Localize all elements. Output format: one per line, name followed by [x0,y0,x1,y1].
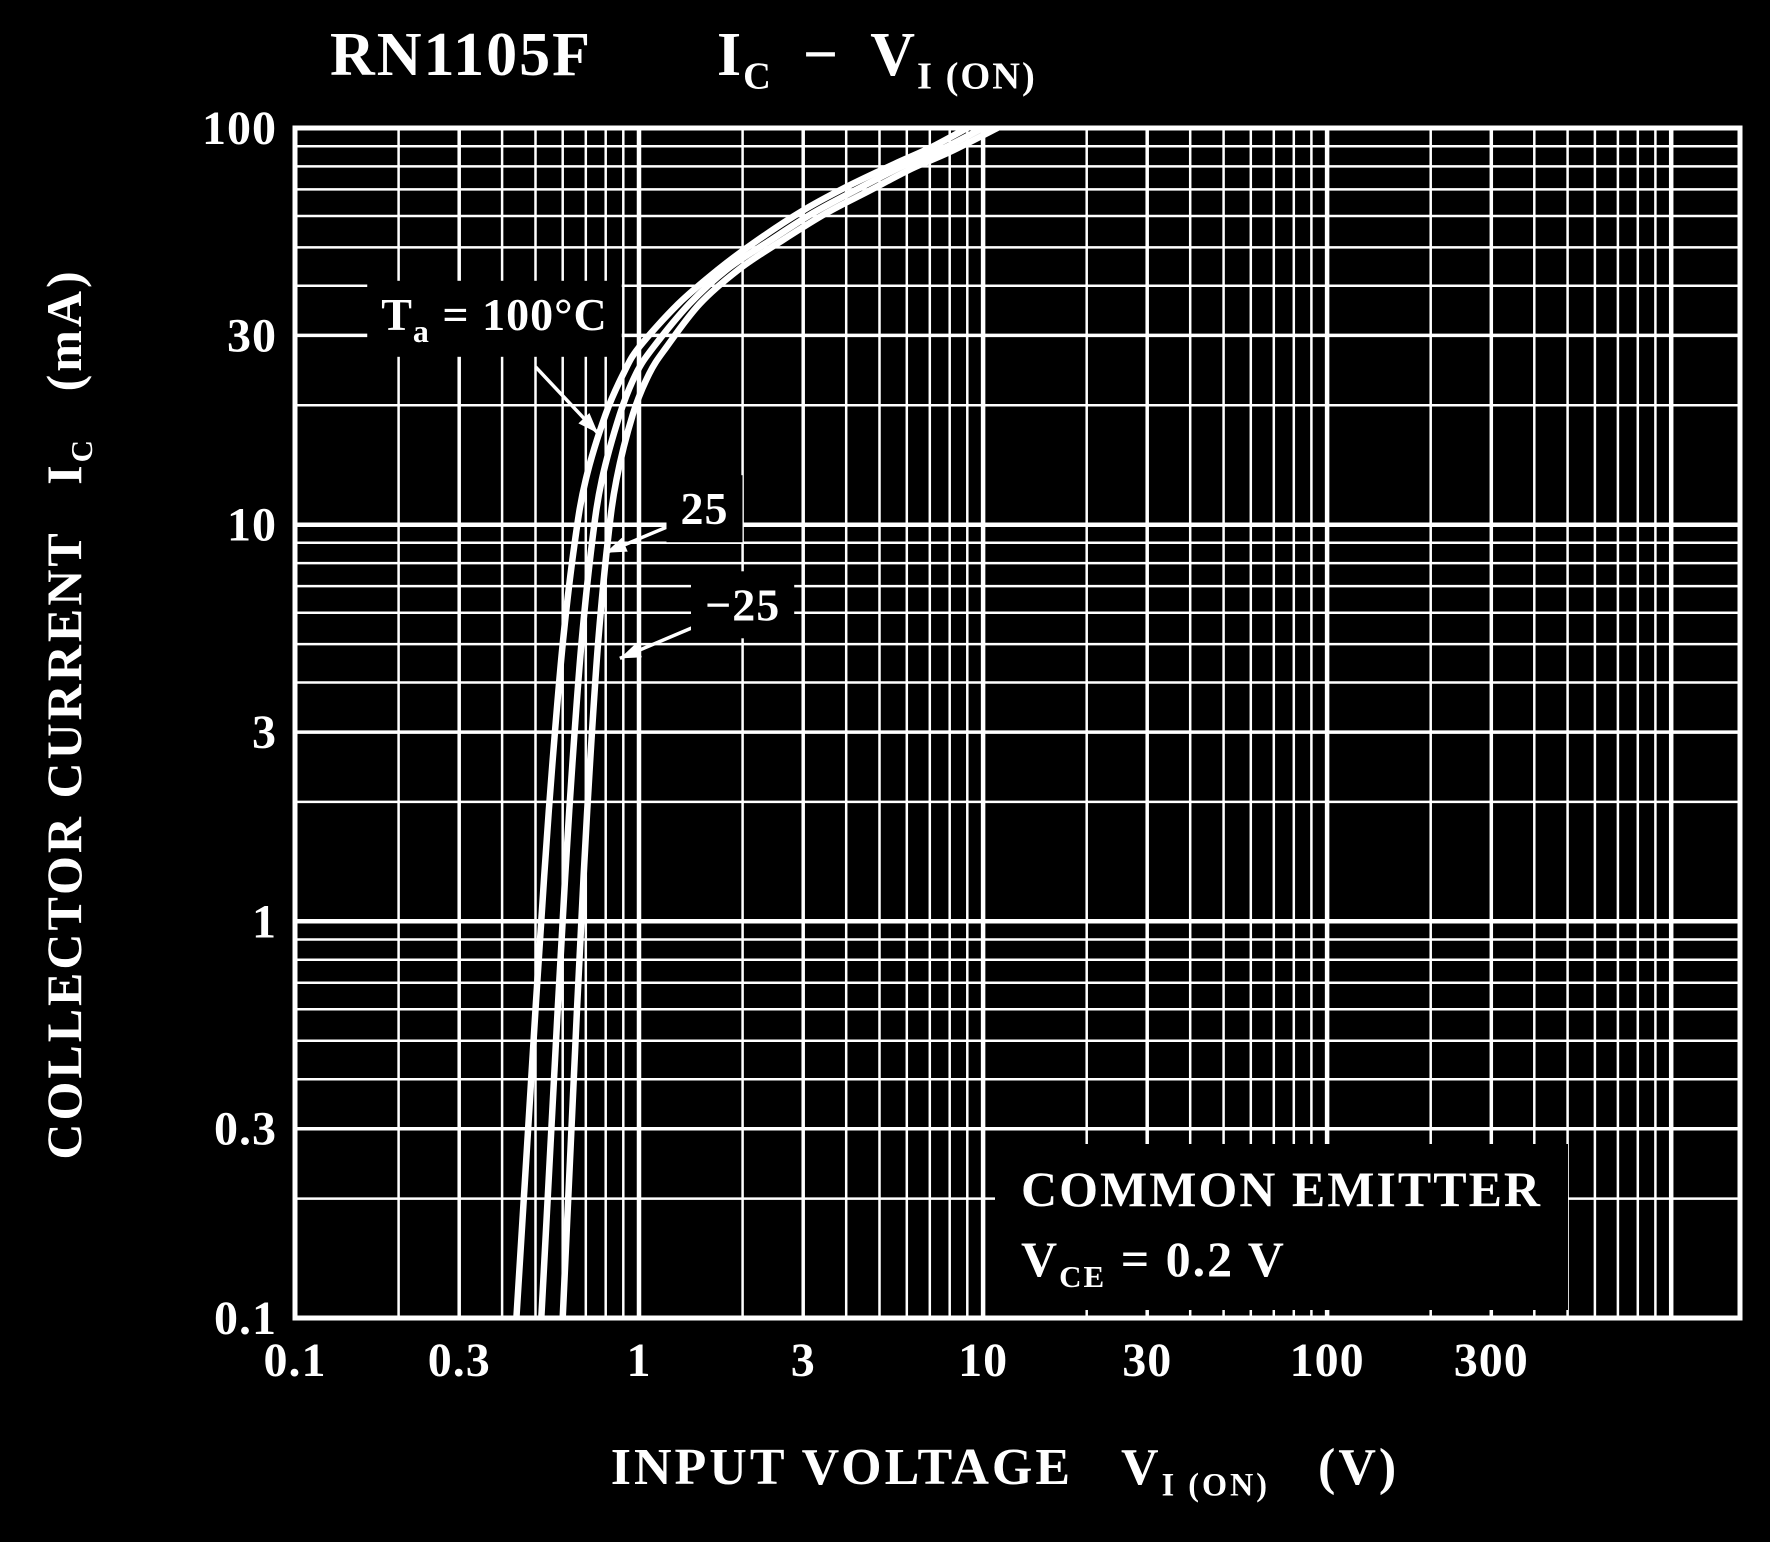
x-tick-label: 30 [1122,1334,1172,1387]
x-tick-label: 10 [958,1334,1008,1387]
x-axis-label: INPUT VOLTAGE VI (ON) (V) [595,1438,1415,1501]
x-axis-unit: (V) [1318,1439,1400,1496]
annotations: Ta = 100°C 25 −25 [367,280,795,661]
y-axis-label-text: COLLECTOR CURRENT [36,530,92,1160]
y-axis-symbol: IC [36,437,99,485]
chart-title: RN1105F IC − VI (ON) [330,20,1037,96]
y-tick-label: 1 [252,895,277,948]
label-100c-backdrop [367,280,622,357]
title-formula: IC − VI (ON) [717,20,1037,96]
y-axis-unit: (mA) [36,268,92,392]
label-25c-backdrop [666,475,743,543]
title-separator: − [802,21,841,89]
label-100c: Ta = 100°C [381,289,608,349]
title-x-symbol: V [870,21,918,89]
operating-conditions-box: COMMON EMITTER VCE = 0.2 V [995,1144,1569,1310]
title-y-sub: C [743,55,773,98]
label-minus-25c-arrowhead [619,643,642,659]
y-tick-label: 30 [227,309,277,362]
label-minus-25c: −25 [705,579,780,630]
title-x-sub: I (ON) [917,55,1037,98]
y-axis-symbol-letter: I [36,462,92,485]
y-tick-label: 3 [252,706,277,759]
x-axis-symbol-sub: I (ON) [1161,1466,1271,1503]
x-tick-label: 3 [791,1334,816,1387]
curve-ta-minus-25c [559,128,1001,1318]
curve-ta-100c [513,128,971,1318]
x-axis-symbol-letter: V [1121,1439,1162,1496]
curve-ta-25c [538,128,987,1318]
plot-border [292,125,1743,1321]
label-25c-arrowhead [605,537,628,553]
condition-v-value: = 0.2 V [1106,1231,1286,1287]
y-tick-label: 10 [227,499,277,552]
device-name: RN1105F [330,21,592,89]
x-axis-symbol: VI (ON) [1121,1439,1270,1501]
label-25c: 25 [681,483,729,534]
x-tick-label: 0.3 [428,1334,491,1387]
x-tick-label: 1 [627,1334,652,1387]
x-tick-label: 300 [1454,1334,1529,1387]
condition-vce: VCE = 0.2 V [1021,1224,1542,1294]
y-tick-label: 0.3 [214,1103,277,1156]
curves [513,128,1001,1318]
title-y-symbol: I [717,21,744,89]
x-axis-label-text: INPUT VOLTAGE [610,1439,1074,1496]
x-tick-label: 0.1 [264,1334,327,1387]
tick-labels: 0.1 0.3 1 3 10 30 100 300 100 30 10 3 1 0.3 0.1 [202,102,1529,1387]
label-100c-arrowhead [578,413,598,434]
y-axis-label: COLLECTOR CURRENT IC (mA) [35,253,99,1174]
y-tick-label: 100 [202,102,277,155]
condition-v-sub: CE [1059,1259,1107,1294]
y-tick-label: 0.1 [214,1292,277,1345]
y-axis-symbol-sub: C [64,436,99,463]
x-tick-label: 100 [1290,1334,1365,1387]
label-minus-25c-backdrop [690,571,795,639]
condition-v-symbol: V [1021,1231,1060,1287]
condition-circuit: COMMON EMITTER [1021,1161,1543,1217]
